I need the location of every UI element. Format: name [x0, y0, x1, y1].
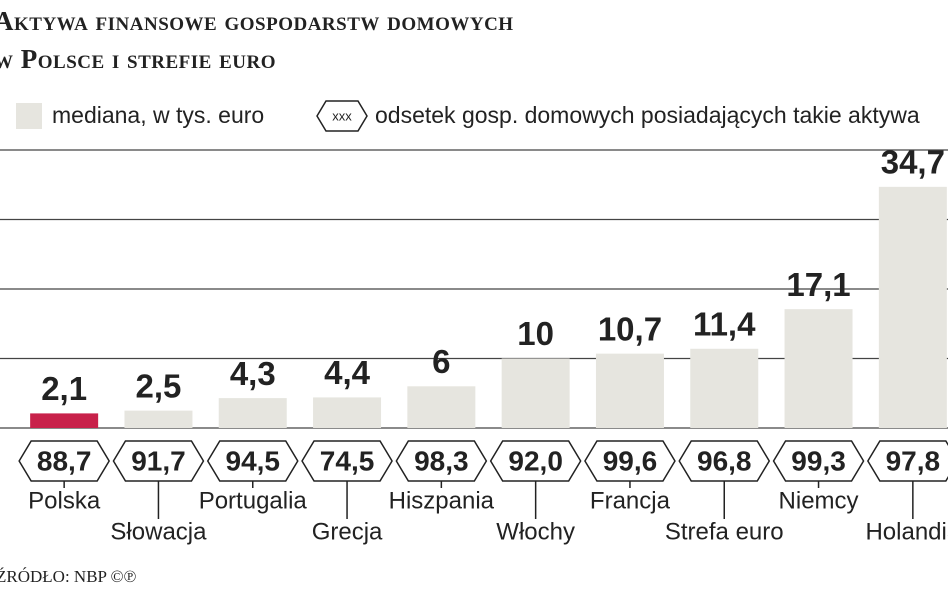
legend-label: odsetek gosp. domowych posiadających tak… [375, 102, 920, 128]
share-label: 98,3 [414, 445, 469, 476]
share-hex [395, 440, 488, 482]
share-label: 92,0 [508, 445, 563, 476]
x-tick-label: Hiszpania [389, 487, 495, 514]
share-label: 97,8 [886, 445, 941, 476]
bar [30, 413, 99, 428]
x-tick-label: Słowacja [110, 518, 207, 545]
share-label: 96,8 [697, 445, 752, 476]
legend-label: mediana, w tys. euro [52, 102, 264, 128]
x-tick-label: Niemcy [779, 487, 859, 514]
chart-title: Aktywa finansowe gospodarstw domowych [0, 6, 514, 36]
chart-subtitle: w Polsce i strefie euro [0, 44, 276, 74]
bar [784, 309, 853, 428]
share-hex [301, 440, 393, 482]
share-label: 99,6 [603, 445, 658, 476]
value-label: 4,3 [230, 355, 276, 392]
share-hex [678, 440, 771, 482]
share-hex [18, 440, 111, 482]
share-label: 74,5 [320, 445, 375, 476]
value-label: 34,7 [881, 144, 945, 181]
share-hex [489, 440, 582, 482]
share-label: 91,7 [131, 445, 186, 476]
value-label: 17,1 [786, 266, 850, 303]
value-label: 2,5 [136, 367, 182, 404]
bar [878, 186, 947, 428]
value-label: 10,7 [598, 310, 662, 347]
x-tick-label: Francja [590, 487, 671, 514]
share-hex [866, 440, 948, 482]
share-hex [206, 440, 299, 482]
x-tick-label: Włochy [496, 518, 575, 545]
value-label: 2,1 [41, 370, 87, 407]
legend-swatch [16, 103, 42, 129]
bar [124, 410, 193, 428]
share-label: 94,5 [226, 445, 281, 476]
bar [218, 398, 287, 428]
legend-hex-text: xxx [332, 108, 352, 123]
bar [407, 386, 476, 428]
value-label: 11,4 [693, 305, 756, 342]
value-label: 4,4 [324, 354, 371, 391]
share-hex [584, 440, 676, 482]
bar [313, 397, 382, 428]
x-tick-label: Strefa euro [665, 518, 784, 545]
source: ŹRÓDŁO: NBP ©℗ [0, 567, 137, 586]
share-label: 88,7 [37, 445, 92, 476]
x-tick-label: Portugalia [199, 487, 308, 514]
value-label: 10 [517, 315, 554, 352]
x-tick-label: Grecja [312, 518, 383, 545]
value-label: 6 [432, 343, 450, 380]
x-tick-label: Polska [28, 487, 101, 514]
bar [501, 358, 570, 428]
share-hex [112, 440, 205, 482]
x-tick-label: Holandia [865, 518, 948, 545]
bar [595, 353, 664, 428]
legend-hex [316, 100, 368, 132]
share-label: 99,3 [791, 445, 846, 476]
bar [690, 348, 759, 428]
share-hex [772, 440, 865, 482]
